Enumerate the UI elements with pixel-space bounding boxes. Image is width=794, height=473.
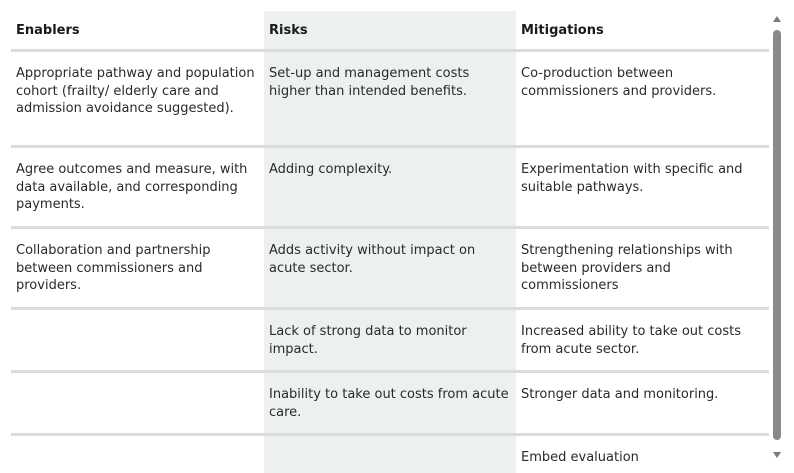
cell-risk: Adds activity without impact on acute se… xyxy=(264,227,516,310)
cell-risk: Lack of strong data to monitor impact. xyxy=(264,308,516,373)
cell-enabler: Appropriate pathway and population cohor… xyxy=(11,50,264,148)
table-row: Appropriate pathway and population cohor… xyxy=(11,50,769,148)
cell-mitigation: Increased ability to take out costs from… xyxy=(516,308,769,373)
header-enablers: Enablers xyxy=(11,11,264,52)
table-row: Inability to take out costs from acute c… xyxy=(11,371,769,436)
cell-enabler: Collaboration and partnership between co… xyxy=(11,227,264,310)
vertical-scrollbar[interactable] xyxy=(771,14,783,460)
table-row: Lack of strong data to monitor impact. I… xyxy=(11,308,769,373)
cell-enabler xyxy=(11,308,264,373)
cell-enabler: Agree outcomes and measure, with data av… xyxy=(11,146,264,229)
scroll-down-arrow-icon[interactable] xyxy=(773,452,781,458)
cell-mitigation: Stronger data and monitoring. xyxy=(516,371,769,436)
cell-mitigation: Embed evaluation xyxy=(521,450,639,465)
cell-risk: Adding complexity. xyxy=(264,146,516,229)
table-row: Collaboration and partnership between co… xyxy=(11,227,769,310)
cell-risk xyxy=(264,435,516,473)
table-row: Embed evaluation xyxy=(11,435,769,473)
cell-mitigation: Experimentation with specific and suitab… xyxy=(516,146,769,229)
cell-risk: Inability to take out costs from acute c… xyxy=(264,371,516,436)
enablers-risks-mitigations-table: Enablers Risks Mitigations Appropriate p… xyxy=(11,11,769,473)
scroll-up-arrow-icon[interactable] xyxy=(773,16,781,22)
table-row: Agree outcomes and measure, with data av… xyxy=(11,146,769,229)
header-mitigations: Mitigations xyxy=(516,11,769,52)
cell-risk: Set-up and management costs higher than … xyxy=(264,50,516,148)
table-header-row: Enablers Risks Mitigations xyxy=(11,11,769,52)
cell-enabler xyxy=(11,435,264,473)
cell-enabler xyxy=(11,371,264,436)
header-risks: Risks xyxy=(264,11,516,52)
enablers-risks-mitigations-table-container: Enablers Risks Mitigations Appropriate p… xyxy=(11,11,769,473)
scrollbar-thumb[interactable] xyxy=(773,30,781,440)
cell-mitigation: Co-production between commissioners and … xyxy=(516,50,769,148)
cell-mitigation: Strengthening relationships with between… xyxy=(516,227,769,310)
